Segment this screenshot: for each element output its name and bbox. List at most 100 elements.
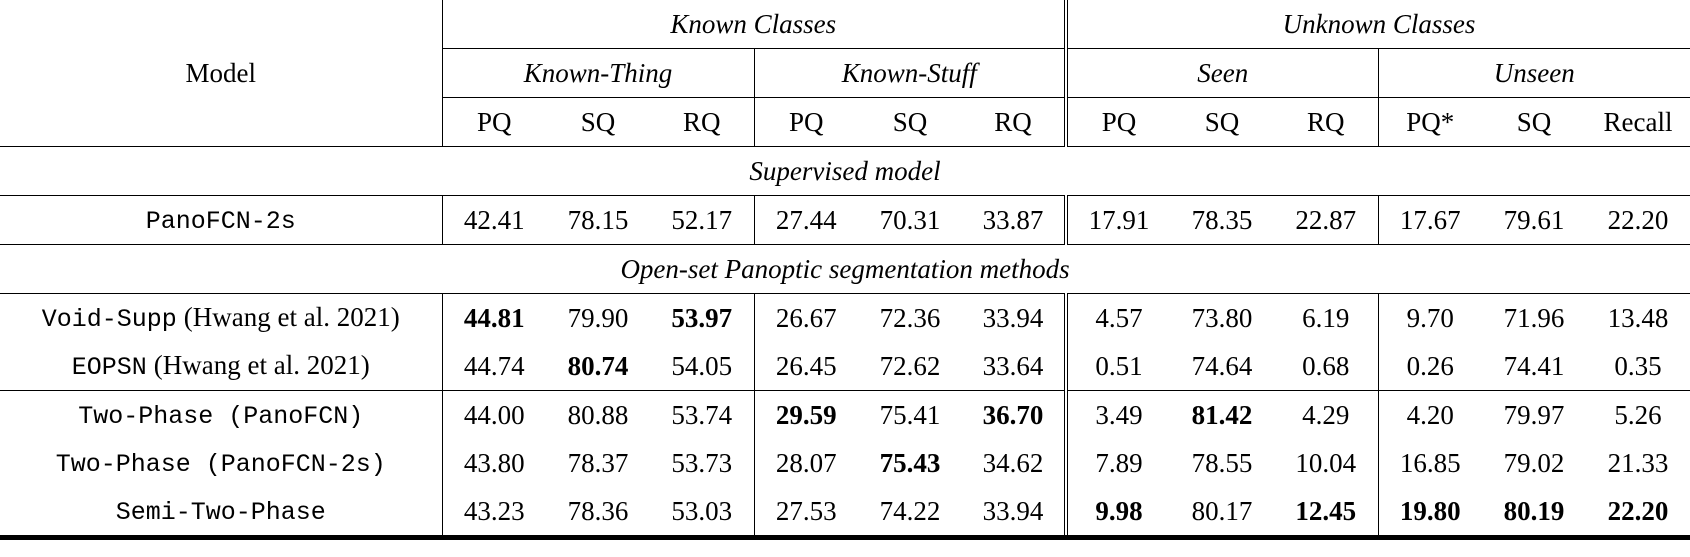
header-cell: PQ* bbox=[1378, 97, 1483, 147]
value-cell: 33.94 bbox=[962, 487, 1069, 540]
section-row: Open-set Panoptic segmentation methods bbox=[0, 244, 1690, 294]
value-cell: 9.98 bbox=[1066, 487, 1171, 540]
value-cell: 22.87 bbox=[1274, 195, 1379, 245]
header-cell: RQ bbox=[962, 97, 1069, 147]
value-cell: 26.67 bbox=[775, 302, 837, 333]
value-cell: 12.45 bbox=[1274, 487, 1379, 540]
header-cell: PQ bbox=[1066, 97, 1171, 147]
value-cell: 10.04 bbox=[1274, 439, 1379, 487]
header-cell: RQ bbox=[650, 97, 755, 147]
value-cell: 0.68 bbox=[1274, 342, 1379, 391]
value-cell: 26.45 bbox=[775, 350, 837, 381]
value-cell: 72.62 bbox=[879, 350, 941, 381]
value-cell: 72.36 bbox=[879, 302, 941, 333]
value-cell: 81.42 bbox=[1170, 390, 1275, 439]
value-cell: 3.49 bbox=[1066, 390, 1171, 439]
value-cell: 78.15 bbox=[567, 204, 629, 235]
value-cell: 73.80 bbox=[1191, 302, 1253, 333]
value-cell: 79.97 bbox=[1482, 390, 1587, 439]
value-cell: 80.17 bbox=[1170, 487, 1275, 540]
value-cell: 44.74 bbox=[463, 350, 525, 381]
header-row: Known-Thing Known-Stuff Seen Unseen bbox=[0, 48, 1690, 98]
results-table: Model Known Classes Unknown Classes Known-T… bbox=[0, 0, 1690, 540]
value-cell: 74.22 bbox=[858, 487, 962, 540]
header-cell: Seen bbox=[1066, 48, 1379, 98]
value-cell: 52.17 bbox=[650, 195, 755, 245]
value-cell: 53.74 bbox=[650, 390, 755, 439]
value-cell: 0.35 bbox=[1614, 350, 1662, 381]
header-cell: Unseen bbox=[1378, 48, 1690, 98]
header-cell: SQ bbox=[858, 97, 962, 147]
value-cell: 43.23 bbox=[442, 487, 546, 540]
header-cell: Known-Thing bbox=[442, 48, 755, 98]
citation: (Hwang et al. 2021) bbox=[153, 350, 370, 380]
value-cell: 22.20 bbox=[1586, 487, 1690, 540]
value-cell: 27.44 bbox=[775, 204, 837, 235]
value-cell: 43.80 bbox=[463, 447, 525, 478]
value-cell: 80.74 bbox=[567, 350, 629, 381]
value-cell: 78.37 bbox=[567, 447, 629, 478]
value-cell: 0.26 bbox=[1406, 350, 1454, 381]
value-cell: 17.91 bbox=[1088, 204, 1150, 235]
value-cell: 53.73 bbox=[650, 439, 755, 487]
citation: (Hwang et al. 2021) bbox=[183, 302, 400, 332]
data-row: PanoFCN-2s 42.41 78.15 52.17 27.44 70.31 33.87… bbox=[0, 195, 1690, 245]
header-cell: Model bbox=[0, 0, 443, 147]
value-cell: 28.07 bbox=[775, 447, 837, 478]
section-title: Supervised model bbox=[0, 146, 1690, 196]
model-cell: PanoFCN-2s bbox=[0, 195, 443, 245]
header-row: PQ SQ RQ PQ SQ RQ PQ SQ RQ PQ* SQ Recall bbox=[0, 97, 1690, 147]
data-row: Semi-Two-Phase 43.23 78.36 53.03 27.53 74.22 3… bbox=[0, 487, 1690, 540]
value-cell: 34.62 bbox=[962, 439, 1069, 487]
model-cell: Void-Supp (Hwang et al. 2021) bbox=[0, 293, 443, 342]
value-cell: 80.19 bbox=[1482, 487, 1587, 540]
value-cell: 27.53 bbox=[754, 487, 858, 540]
value-cell: 53.97 bbox=[650, 293, 755, 342]
value-cell: 16.85 bbox=[1399, 447, 1461, 478]
model-name: EOPSN bbox=[71, 353, 147, 382]
header-cell: Recall bbox=[1586, 97, 1690, 147]
value-cell: 74.41 bbox=[1503, 350, 1565, 381]
value-cell: 33.64 bbox=[962, 342, 1069, 391]
model-name: Two-Phase (PanoFCN-2s) bbox=[55, 450, 386, 479]
value-cell: 0.51 bbox=[1095, 350, 1143, 381]
model-cell: EOPSN (Hwang et al. 2021) bbox=[0, 342, 443, 391]
header-cell: SQ bbox=[1170, 97, 1275, 147]
value-cell: 17.67 bbox=[1399, 204, 1461, 235]
value-cell: 9.70 bbox=[1406, 302, 1454, 333]
value-cell: 79.61 bbox=[1503, 204, 1565, 235]
value-cell: 22.20 bbox=[1607, 204, 1669, 235]
header-cell: PQ bbox=[754, 97, 858, 147]
header-row: Model Known Classes Unknown Classes bbox=[0, 0, 1690, 147]
model-cell: Semi-Two-Phase bbox=[0, 487, 443, 540]
model-cell: Two-Phase (PanoFCN-2s) bbox=[0, 439, 443, 487]
value-cell: 78.35 bbox=[1191, 204, 1253, 235]
value-cell: 80.88 bbox=[546, 390, 650, 439]
value-cell: 21.33 bbox=[1607, 447, 1669, 478]
value-cell: 4.57 bbox=[1095, 302, 1143, 333]
value-cell: 4.20 bbox=[1378, 390, 1483, 439]
value-cell: 5.26 bbox=[1586, 390, 1690, 439]
value-cell: 36.70 bbox=[962, 390, 1069, 439]
value-cell: 75.43 bbox=[879, 447, 941, 478]
header-cell: RQ bbox=[1274, 97, 1379, 147]
header-cell: Unknown Classes bbox=[1066, 0, 1690, 49]
value-cell: 78.55 bbox=[1191, 447, 1253, 478]
value-cell: 53.03 bbox=[650, 487, 755, 540]
model-cell: Two-Phase (PanoFCN) bbox=[0, 390, 443, 439]
header-cell: PQ bbox=[442, 97, 546, 147]
value-cell: 19.80 bbox=[1378, 487, 1483, 540]
value-cell: 33.87 bbox=[962, 195, 1069, 245]
value-cell: 33.94 bbox=[962, 293, 1069, 342]
value-cell: 74.64 bbox=[1191, 350, 1253, 381]
value-cell: 44.00 bbox=[442, 390, 546, 439]
model-name: Two-Phase (PanoFCN) bbox=[78, 402, 364, 431]
model-name: PanoFCN-2s bbox=[145, 207, 296, 236]
model-name: Void-Supp bbox=[41, 305, 177, 334]
model-name: Semi-Two-Phase bbox=[115, 498, 326, 527]
value-cell: 70.31 bbox=[879, 204, 941, 235]
header-cell: Known Classes bbox=[442, 0, 1069, 49]
value-cell: 44.81 bbox=[463, 302, 525, 333]
section-title: Open-set Panoptic segmentation methods bbox=[0, 244, 1690, 294]
